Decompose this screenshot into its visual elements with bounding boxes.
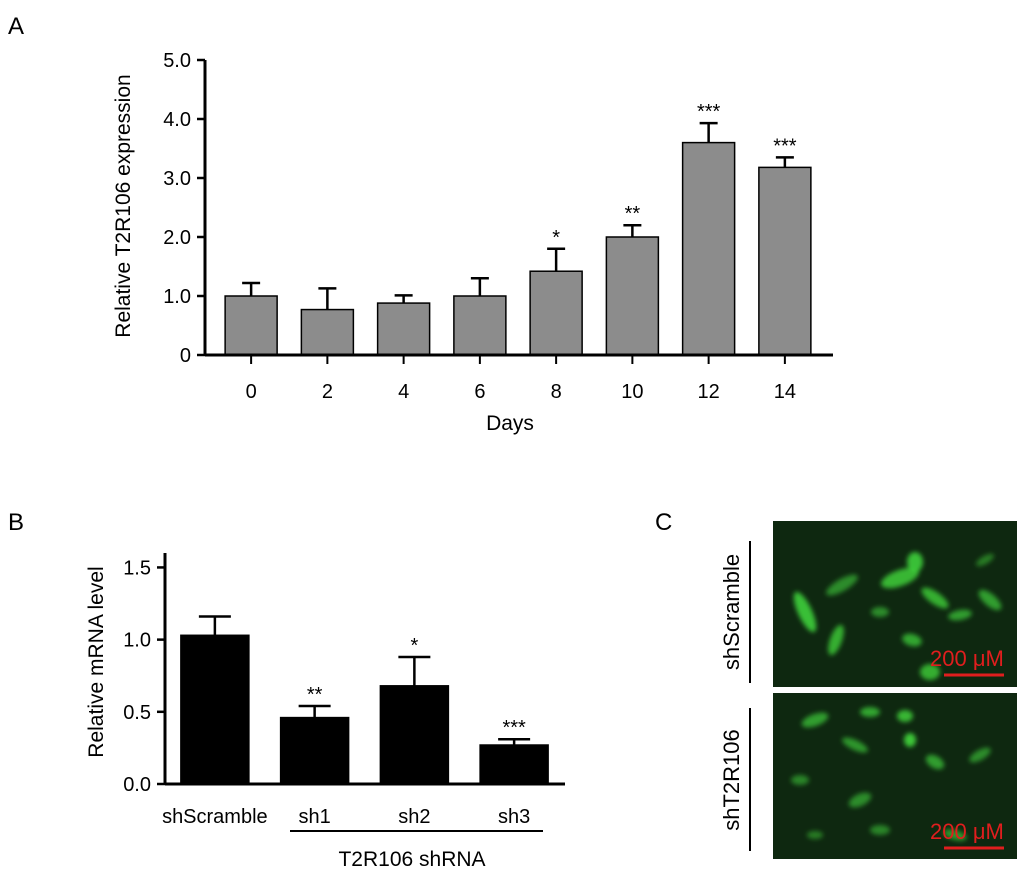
a-significance-6: *** <box>697 101 721 123</box>
image-label-shscramble: shScramble <box>719 554 744 670</box>
b-bar-2 <box>379 685 450 785</box>
a-bar-6 <box>681 141 736 356</box>
a-significance-5: ** <box>625 203 641 225</box>
a-bar-1 <box>300 308 355 356</box>
panel-letter-b: B <box>8 509 24 536</box>
a-y-tick-label-5: 5.0 <box>163 50 191 72</box>
panel-c: shScramble shT2R106 200 μM <box>719 521 1017 859</box>
b-y-tick-label-0: 0.0 <box>123 774 151 796</box>
b-bar-3 <box>479 744 549 785</box>
a-x-tick-label-7: 14 <box>774 381 796 403</box>
b-significance-3: *** <box>502 717 526 739</box>
a-x-tick-label-0: 0 <box>246 381 257 403</box>
a-y-tick-label-4: 4.0 <box>163 109 191 131</box>
panel-letter-c: C <box>655 509 672 536</box>
b-significance-2: * <box>410 635 418 657</box>
b-x-tick-label-3: sh3 <box>498 806 530 828</box>
b-x-tick-label-1: sh1 <box>299 806 331 828</box>
a-bar-3 <box>453 295 507 356</box>
a-y-tick-label-1: 1.0 <box>163 286 191 308</box>
micrograph-shscramble: 200 μM <box>773 521 1017 687</box>
a-x-tick-label-4: 8 <box>551 381 562 403</box>
a-x-tick-label-6: 12 <box>698 381 720 403</box>
b-x-tick-label-2: sh2 <box>398 806 430 828</box>
a-significance-7: *** <box>773 135 797 157</box>
b-bar-0 <box>180 634 250 785</box>
a-bar-7 <box>758 166 812 356</box>
chart-a-axes: 0 2 4 6 8 10 12 14 0 1.0 2.0 3.0 4.0 5.0 <box>163 50 833 403</box>
a-x-tick-label-1: 2 <box>322 381 333 403</box>
a-y-tick-label-2: 2.0 <box>163 227 191 249</box>
a-significance-4: * <box>552 227 560 249</box>
b-y-tick-label-1: 0.5 <box>123 702 151 724</box>
chart-b-y-axis-label: Relative mRNA level <box>85 566 108 757</box>
a-bar-0 <box>224 295 278 356</box>
a-y-tick-label-0: 0 <box>180 345 191 367</box>
a-bar-4 <box>529 270 583 356</box>
chart-a-bars: ********* <box>224 101 812 356</box>
a-y-tick-label-3: 3.0 <box>163 168 191 190</box>
scale-bar-label-bottom: 200 μM <box>930 819 1004 844</box>
chart-b-group-label: T2R106 shRNA <box>338 848 485 871</box>
image-label-sht2r106: shT2R106 <box>719 729 744 831</box>
a-bar-5 <box>605 236 660 356</box>
a-x-tick-label-2: 4 <box>398 381 409 403</box>
chart-b-bars: ****** <box>180 615 549 785</box>
micrograph-sht2r106: 200 μM <box>773 693 1017 859</box>
b-x-tick-label-0: shScramble <box>162 806 268 828</box>
chart-a-y-axis-label: Relative T2R106 expression <box>112 74 135 337</box>
a-x-tick-label-3: 6 <box>474 381 485 403</box>
chart-b-axes: shScramble sh1 sh2 sh3 0.0 0.5 1.0 1.5 <box>123 553 565 828</box>
b-significance-1: ** <box>307 684 323 706</box>
chart-a-x-axis-label: Days <box>486 412 534 435</box>
b-y-tick-label-3: 1.5 <box>123 557 151 579</box>
scale-bar-label-top: 200 μM <box>930 646 1004 671</box>
a-bar-2 <box>376 302 431 356</box>
b-bar-1 <box>279 716 350 785</box>
b-y-tick-label-2: 1.0 <box>123 630 151 652</box>
panel-letter-a: A <box>8 13 24 40</box>
a-x-tick-label-5: 10 <box>621 381 643 403</box>
